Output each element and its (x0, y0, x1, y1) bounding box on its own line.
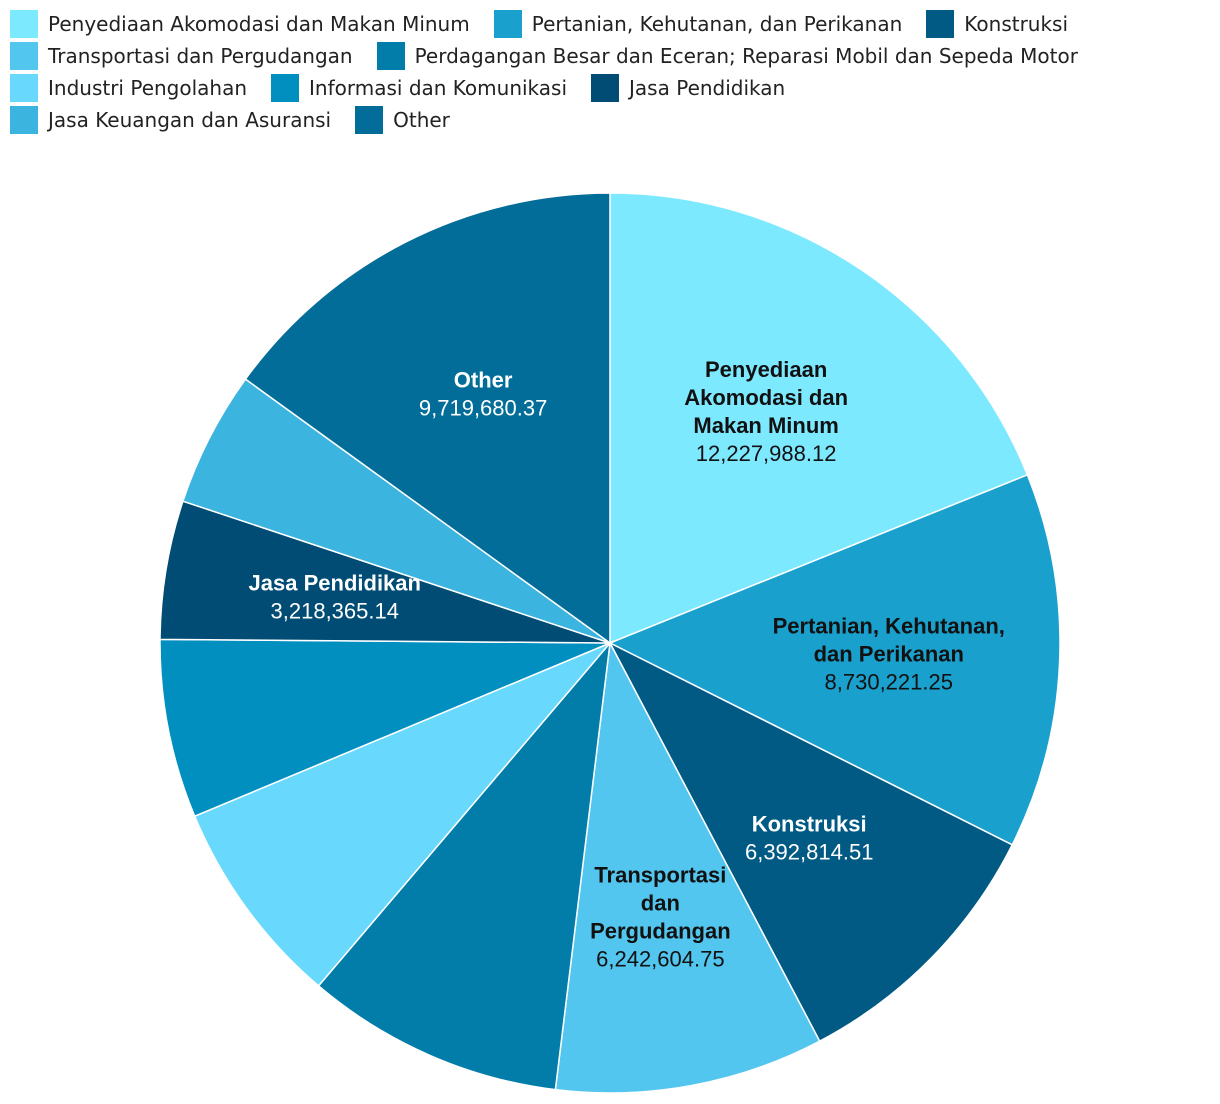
legend-label: Transportasi dan Pergudangan (48, 44, 353, 68)
legend-label: Other (393, 108, 450, 132)
slice-name-label: Pertanian, Kehutanan, (773, 613, 1005, 638)
legend-label: Perdagangan Besar dan Eceran; Reparasi M… (414, 44, 1078, 68)
pie-slice[interactable] (193, 642, 611, 987)
legend-swatch (271, 74, 300, 102)
legend-swatch (591, 74, 620, 102)
legend-label: Penyediaan Akomodasi dan Makan Minum (48, 12, 470, 36)
slice-name-label: Konstruksi (752, 811, 867, 836)
slice-name-label: Akomodasi dan (684, 385, 848, 410)
slice-name-label: Transportasi (594, 862, 726, 887)
legend-swatch (355, 106, 384, 134)
slice-value-label: 12,227,988.12 (696, 441, 837, 466)
legend-swatch (376, 42, 405, 70)
legend-item[interactable]: Jasa Keuangan dan Asuransi (10, 104, 331, 136)
legend-swatch (10, 106, 38, 134)
legend-swatch (926, 10, 955, 38)
slice-name-label: Pergudangan (590, 918, 731, 943)
chart-legend: Penyediaan Akomodasi dan Makan Minum Per… (10, 8, 1210, 136)
slice-value-label: 3,218,365.14 (271, 598, 399, 623)
pie-slice[interactable] (608, 473, 1061, 846)
legend-item[interactable]: Perdagangan Besar dan Eceran; Reparasi M… (376, 40, 1078, 72)
legend-item[interactable]: Konstruksi (926, 8, 1068, 40)
legend-item[interactable]: Industri Pengolahan (10, 72, 247, 104)
slice-value-label: 8,730,221.25 (825, 669, 953, 694)
slice-name-label: Makan Minum (693, 413, 838, 438)
legend-label: Informasi dan Komunikasi (309, 76, 568, 100)
legend-label: Industri Pengolahan (48, 76, 248, 100)
pie-slices (159, 192, 1061, 1094)
slice-value-label: 9,719,680.37 (419, 396, 547, 421)
legend-label: Pertanian, Kehutanan, dan Perikanan (531, 12, 903, 36)
legend-row: Penyediaan Akomodasi dan Makan Minum Per… (10, 8, 1210, 40)
legend-swatch (10, 74, 38, 102)
legend-label: Jasa Pendidikan (629, 76, 786, 100)
legend-swatch (10, 42, 38, 70)
slice-value-label: 6,242,604.75 (596, 946, 724, 971)
pie-slice[interactable] (554, 640, 821, 1094)
pie-slice[interactable] (159, 638, 611, 818)
legend-label: Jasa Keuangan dan Asuransi (48, 108, 332, 132)
pie-slice[interactable] (244, 192, 611, 645)
legend-item[interactable]: Penyediaan Akomodasi dan Makan Minum (10, 8, 470, 40)
legend-item[interactable]: Jasa Pendidikan (591, 72, 785, 104)
slice-value-label: 6,392,814.51 (745, 839, 873, 864)
slice-label: Pertanian, Kehutanan, dan Perikanan 8,730,… (773, 613, 1005, 694)
legend-label: Konstruksi (964, 12, 1069, 36)
slice-label: Konstruksi 6,392,814.51 (745, 811, 873, 864)
slice-label: Penyediaan Akomodasi dan Makan Minum 12,227… (684, 357, 848, 466)
legend-swatch (493, 10, 522, 38)
legend-item[interactable]: Pertanian, Kehutanan, dan Perikanan (493, 8, 903, 40)
slice-label: Jasa Pendidikan 3,218,365.14 (249, 570, 421, 623)
pie-labels: Penyediaan Akomodasi dan Makan Minum 12,227… (249, 357, 1005, 972)
legend-item[interactable]: Informasi dan Komunikasi (271, 72, 567, 104)
slice-name-label: dan (641, 890, 680, 915)
legend-row: Industri Pengolahan Informasi dan Komuni… (10, 72, 1210, 104)
legend-row: Transportasi dan Pergudangan Perdagangan… (10, 40, 1210, 72)
slice-name-label: Jasa Pendidikan (249, 570, 421, 595)
pie-slice[interactable] (317, 640, 612, 1091)
legend-item[interactable]: Transportasi dan Pergudangan (10, 40, 353, 72)
slice-name-label: dan Perikanan (814, 641, 964, 666)
legend-row: Jasa Keuangan dan Asuransi Other (10, 104, 1210, 136)
slice-label: Other 9,719,680.37 (419, 368, 547, 421)
slice-name-label: Penyediaan (705, 357, 827, 382)
slice-name-label: Other (454, 368, 513, 393)
pie-slice[interactable] (608, 641, 1014, 1043)
legend-item[interactable]: Other (355, 104, 450, 136)
pie-slice[interactable] (609, 192, 1029, 645)
legend-swatch (10, 10, 38, 38)
slice-label: Transportasi dan Pergudangan 6,242,604.75 (590, 862, 731, 971)
